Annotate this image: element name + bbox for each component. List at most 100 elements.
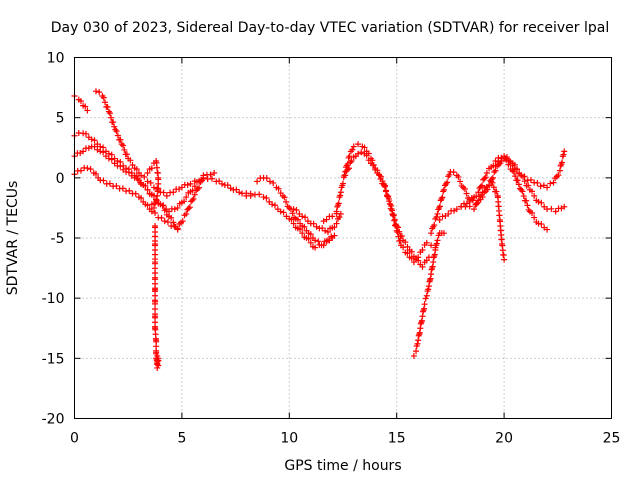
data-point bbox=[402, 239, 409, 246]
data-point bbox=[307, 231, 314, 238]
data-point bbox=[512, 173, 519, 180]
data-point bbox=[389, 207, 396, 214]
data-point bbox=[200, 174, 207, 181]
data-point bbox=[434, 237, 441, 244]
data-point bbox=[503, 157, 510, 164]
data-point bbox=[294, 216, 301, 223]
data-point bbox=[531, 214, 538, 221]
data-point bbox=[486, 182, 493, 189]
data-point bbox=[138, 172, 145, 179]
data-point bbox=[350, 143, 357, 150]
data-point bbox=[102, 99, 109, 106]
data-point bbox=[293, 207, 300, 214]
data-point bbox=[423, 239, 430, 246]
data-point bbox=[404, 243, 411, 250]
data-point bbox=[290, 220, 297, 227]
data-point bbox=[538, 199, 545, 206]
data-point bbox=[396, 228, 403, 235]
data-point bbox=[263, 194, 270, 201]
data-point bbox=[152, 300, 159, 307]
data-point bbox=[453, 206, 460, 213]
data-point bbox=[113, 182, 120, 189]
data-point bbox=[148, 201, 155, 208]
y-tick-label: -5 bbox=[51, 231, 65, 247]
data-point bbox=[537, 183, 544, 190]
data-point bbox=[463, 190, 470, 197]
data-point bbox=[561, 203, 568, 210]
data-point bbox=[408, 248, 415, 255]
data-point bbox=[471, 206, 478, 213]
data-point bbox=[423, 292, 430, 299]
data-point bbox=[509, 167, 516, 174]
data-point bbox=[529, 210, 536, 217]
data-point bbox=[495, 158, 502, 165]
data-point bbox=[243, 192, 250, 199]
data-point bbox=[118, 141, 125, 148]
data-point bbox=[394, 224, 401, 231]
data-point bbox=[431, 222, 438, 229]
x-tick-label: 15 bbox=[388, 431, 406, 447]
data-point bbox=[358, 149, 365, 156]
data-point bbox=[519, 188, 526, 195]
data-point bbox=[466, 198, 473, 205]
data-point bbox=[170, 219, 177, 226]
data-point bbox=[344, 166, 351, 173]
data-point bbox=[323, 238, 330, 245]
data-point bbox=[129, 161, 136, 168]
data-point bbox=[475, 189, 482, 196]
data-point bbox=[171, 206, 178, 213]
data-point bbox=[174, 204, 181, 211]
data-point bbox=[436, 216, 443, 223]
data-point bbox=[348, 157, 355, 164]
data-point bbox=[77, 98, 84, 105]
data-point bbox=[561, 148, 568, 155]
data-point bbox=[108, 114, 115, 121]
data-point bbox=[159, 202, 166, 209]
data-point bbox=[482, 174, 489, 181]
x-tick-label: 5 bbox=[177, 431, 186, 447]
data-point bbox=[410, 352, 417, 359]
data-point bbox=[436, 203, 443, 210]
data-point bbox=[132, 190, 139, 197]
data-point bbox=[458, 203, 465, 210]
data-point bbox=[194, 186, 201, 193]
data-point bbox=[87, 166, 94, 173]
x-tick-label: 10 bbox=[280, 431, 298, 447]
data-point bbox=[216, 178, 223, 185]
data-point bbox=[126, 187, 133, 194]
data-point bbox=[289, 210, 296, 217]
data-point bbox=[322, 227, 329, 234]
data-point bbox=[142, 182, 149, 189]
data-point bbox=[105, 155, 112, 162]
data-point bbox=[179, 218, 186, 225]
data-point bbox=[211, 170, 218, 177]
data-point bbox=[548, 205, 555, 212]
data-point bbox=[302, 214, 309, 221]
data-point bbox=[186, 204, 193, 211]
data-point bbox=[527, 176, 534, 183]
data-point bbox=[301, 223, 308, 230]
data-point bbox=[164, 219, 171, 226]
data-point bbox=[310, 220, 317, 227]
data-point bbox=[457, 178, 464, 185]
data-point bbox=[531, 192, 538, 199]
y-tick-label: -20 bbox=[42, 412, 65, 428]
data-point bbox=[337, 189, 344, 196]
data-point bbox=[84, 107, 91, 114]
data-point bbox=[523, 197, 530, 204]
data-point bbox=[108, 156, 115, 163]
data-point bbox=[208, 175, 215, 182]
data-point bbox=[218, 180, 225, 187]
data-point bbox=[77, 167, 84, 174]
data-point bbox=[148, 165, 155, 172]
data-point bbox=[515, 181, 522, 188]
data-point bbox=[187, 180, 194, 187]
data-point bbox=[391, 216, 398, 223]
data-point bbox=[425, 286, 432, 293]
data-point bbox=[444, 179, 451, 186]
data-point bbox=[375, 171, 382, 178]
data-point bbox=[133, 166, 140, 173]
data-point bbox=[254, 178, 261, 185]
data-point bbox=[183, 210, 190, 217]
data-point bbox=[266, 178, 273, 185]
